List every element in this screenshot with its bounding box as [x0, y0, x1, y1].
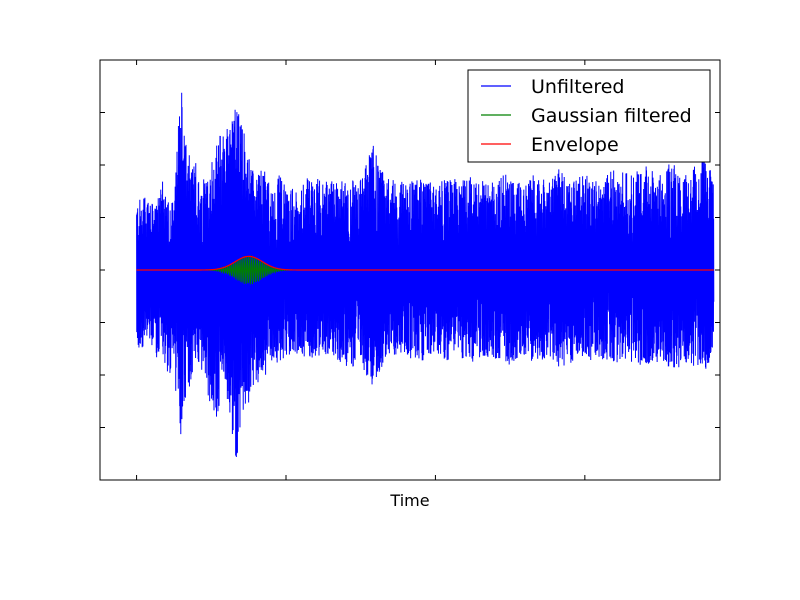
legend-label-unfiltered: Unfiltered: [531, 76, 624, 98]
legend-box: [467, 69, 711, 163]
series-layer: [136, 92, 715, 457]
legend-label-envelope: Envelope: [531, 134, 619, 156]
series-line-unfiltered: [136, 92, 715, 457]
x-axis-label: Time: [389, 491, 429, 510]
legend-label-gaussian-filtered: Gaussian filtered: [531, 105, 692, 127]
series-line-envelope: [136, 255, 714, 271]
ticks-layer: [100, 60, 720, 480]
legend: Unfiltered Gaussian filtered Envelope: [467, 69, 711, 163]
plot-frame: [99, 59, 721, 481]
